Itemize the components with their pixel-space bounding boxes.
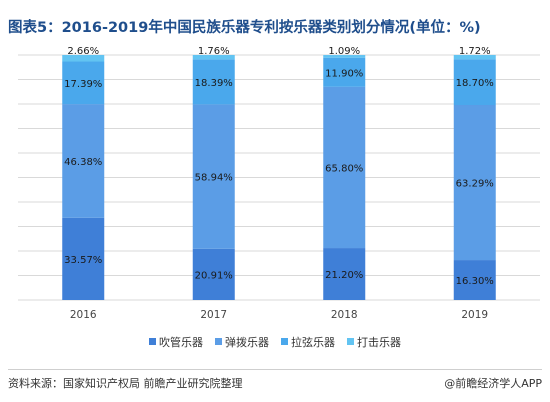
x-tick-label: 2017 — [200, 309, 227, 321]
legend-swatch — [281, 338, 288, 345]
legend-label: 打击乐器 — [357, 336, 401, 349]
chart-legend: 吹管乐器 弹拨乐器 拉弦乐器 打击乐器 — [0, 334, 550, 350]
legend-swatch — [347, 338, 354, 345]
legend-item: 打击乐器 — [347, 334, 401, 350]
x-tick-label: 2016 — [70, 309, 97, 321]
bar-segment — [323, 55, 366, 58]
data-label: 1.72% — [459, 46, 491, 57]
data-label: 63.29% — [456, 179, 494, 190]
x-tick-label: 2019 — [461, 309, 488, 321]
bar-segment — [323, 86, 366, 249]
x-tick-label: 2018 — [331, 309, 358, 321]
chart-title: 图表5：2016-2019年中国民族乐器专利按乐器类别划分情况(单位：%) — [8, 20, 481, 36]
footer-divider — [8, 369, 542, 370]
data-label: 46.38% — [64, 157, 102, 168]
legend-item: 拉弦乐器 — [281, 334, 335, 350]
bar-segment — [62, 61, 105, 105]
data-label: 21.20% — [325, 270, 363, 281]
bar-segment — [192, 104, 235, 249]
bar-segment — [323, 248, 366, 300]
legend-label: 弹拨乐器 — [225, 336, 269, 349]
data-label: 18.70% — [456, 78, 494, 89]
legend-label: 拉弦乐器 — [291, 336, 335, 349]
data-label: 18.39% — [195, 78, 233, 89]
source-note: 资料来源：国家知识产权局 前瞻产业研究院整理 — [8, 377, 243, 390]
bar-segment — [453, 54, 496, 60]
bar-segment — [62, 104, 105, 218]
bar-segment — [453, 260, 496, 300]
legend-item: 弹拨乐器 — [215, 334, 269, 350]
data-label: 33.57% — [64, 255, 102, 266]
legend-swatch — [215, 338, 222, 345]
bar-segment — [192, 59, 235, 105]
bar-segment — [192, 248, 235, 300]
bar-segment — [323, 57, 366, 87]
bar-segment — [62, 217, 105, 300]
data-label: 17.39% — [64, 79, 102, 90]
stacked-bar-chart: 33.57% 46.38% 17.39% 2.66% 2016 20.91% 58.94% 1… — [18, 46, 540, 321]
data-label: 2.66% — [67, 46, 99, 57]
data-label: 11.90% — [325, 68, 363, 79]
data-label: 58.94% — [195, 173, 233, 184]
data-label: 1.76% — [198, 46, 230, 57]
data-label: 1.09% — [328, 46, 360, 57]
bar-segment — [62, 55, 105, 62]
data-label: 20.91% — [195, 270, 233, 281]
data-label: 16.30% — [456, 276, 494, 287]
legend-label: 吹管乐器 — [159, 336, 203, 349]
legend-swatch — [149, 338, 156, 345]
bar-segment — [453, 105, 496, 261]
data-label: 65.80% — [325, 163, 363, 174]
bar-segment — [453, 59, 496, 106]
brand-credit: @前瞻经济学人APP — [444, 377, 542, 390]
legend-item: 吹管乐器 — [149, 334, 203, 350]
bar-segment — [192, 55, 235, 60]
